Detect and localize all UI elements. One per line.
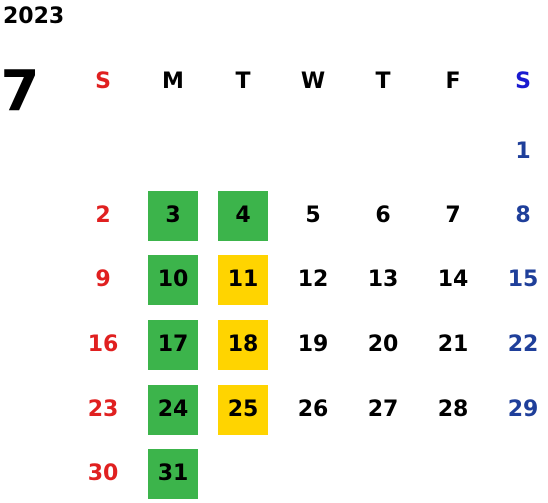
- calendar-day: 28: [437, 397, 469, 422]
- calendar-day: 27: [367, 397, 399, 422]
- calendar-day: 21: [437, 332, 469, 357]
- calendar-day: 5: [305, 203, 321, 228]
- weekday-tue: T: [235, 69, 251, 94]
- calendar-day: 9: [95, 267, 111, 292]
- calendar-day: 10: [148, 255, 198, 305]
- calendar-day: 31: [148, 449, 198, 499]
- calendar-day: 26: [297, 397, 329, 422]
- calendar-day: 4: [218, 191, 268, 241]
- calendar-day: 17: [148, 320, 198, 370]
- calendar-day: 18: [218, 320, 268, 370]
- calendar-day: 20: [367, 332, 399, 357]
- calendar-day: 12: [297, 267, 329, 292]
- weekday-thu: T: [375, 69, 391, 94]
- calendar-day: 6: [375, 203, 391, 228]
- weekday-fri: F: [445, 69, 461, 94]
- calendar-day: 8: [515, 203, 531, 228]
- calendar-day: 25: [218, 385, 268, 435]
- weekday-wed: W: [300, 69, 326, 94]
- year-label: 2023: [3, 4, 65, 29]
- calendar-day: 30: [87, 461, 119, 486]
- calendar-day: 14: [437, 267, 469, 292]
- weekday-sun: S: [95, 69, 111, 94]
- calendar-day: 19: [297, 332, 329, 357]
- calendar-day: 23: [87, 397, 119, 422]
- calendar-day: 11: [218, 255, 268, 305]
- calendar-day: 24: [148, 385, 198, 435]
- calendar-day: 22: [507, 332, 539, 357]
- month-label: 7: [0, 59, 40, 124]
- weekday-sat: S: [515, 69, 531, 94]
- weekday-mon: M: [162, 69, 184, 94]
- calendar-day: 29: [507, 397, 539, 422]
- calendar-day: 16: [87, 332, 119, 357]
- calendar-day: 13: [367, 267, 399, 292]
- calendar-day: 2: [95, 203, 111, 228]
- calendar-day: 1: [515, 139, 531, 164]
- calendar-day: 7: [445, 203, 461, 228]
- calendar-day: 3: [148, 191, 198, 241]
- calendar-day: 15: [507, 267, 539, 292]
